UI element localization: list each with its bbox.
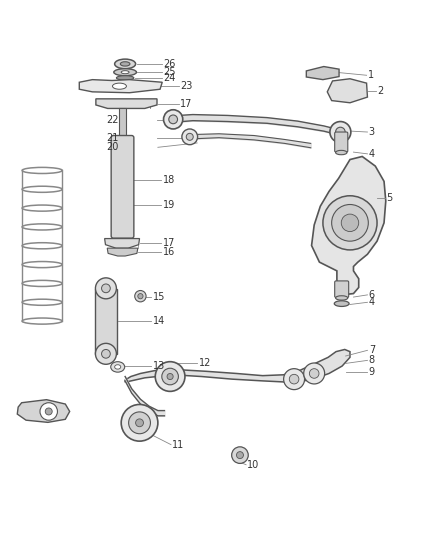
Ellipse shape [113, 83, 127, 89]
Text: 17: 17 [180, 99, 193, 109]
Circle shape [162, 368, 178, 385]
Circle shape [332, 205, 368, 241]
Text: 18: 18 [162, 175, 175, 185]
Polygon shape [125, 350, 350, 382]
Circle shape [182, 129, 198, 144]
Text: 3: 3 [369, 127, 375, 137]
Text: 10: 10 [247, 460, 260, 470]
FancyBboxPatch shape [111, 135, 134, 238]
Text: 2: 2 [378, 85, 384, 95]
Text: 21: 21 [106, 133, 119, 143]
Ellipse shape [336, 296, 348, 300]
Circle shape [186, 133, 193, 140]
Text: 7: 7 [369, 345, 375, 356]
Circle shape [138, 294, 143, 299]
FancyBboxPatch shape [335, 281, 349, 297]
Polygon shape [107, 248, 138, 256]
Polygon shape [306, 67, 339, 79]
Text: 17: 17 [162, 238, 175, 248]
Circle shape [40, 403, 57, 420]
Polygon shape [96, 99, 157, 108]
Circle shape [136, 419, 144, 427]
Circle shape [95, 343, 117, 364]
Text: 23: 23 [180, 80, 193, 91]
Text: 16: 16 [162, 247, 175, 257]
Circle shape [323, 196, 377, 250]
Text: 4: 4 [369, 297, 375, 308]
Circle shape [121, 405, 158, 441]
Polygon shape [327, 79, 367, 103]
Circle shape [289, 374, 299, 384]
Text: 9: 9 [369, 367, 375, 377]
Text: 20: 20 [106, 142, 119, 152]
Text: 25: 25 [163, 67, 176, 77]
Text: 19: 19 [162, 200, 175, 211]
Polygon shape [17, 400, 70, 422]
Circle shape [102, 284, 110, 293]
Text: 8: 8 [369, 356, 375, 365]
Ellipse shape [115, 59, 136, 69]
Text: 12: 12 [198, 358, 211, 368]
Polygon shape [79, 79, 162, 93]
Circle shape [304, 363, 325, 384]
Text: 26: 26 [163, 59, 176, 69]
Circle shape [95, 278, 117, 299]
Circle shape [330, 122, 351, 142]
Text: 5: 5 [386, 192, 392, 203]
Text: 1: 1 [368, 70, 374, 80]
Circle shape [167, 374, 173, 379]
Circle shape [102, 350, 110, 358]
Circle shape [169, 115, 177, 124]
Bar [120, 108, 126, 140]
Circle shape [129, 412, 150, 434]
Text: 6: 6 [369, 290, 375, 300]
Circle shape [135, 290, 146, 302]
Text: 24: 24 [163, 73, 176, 83]
Ellipse shape [115, 365, 121, 369]
Ellipse shape [117, 76, 134, 80]
Ellipse shape [121, 71, 129, 74]
Ellipse shape [111, 362, 125, 372]
Text: 4: 4 [369, 149, 375, 159]
Polygon shape [311, 157, 386, 294]
Circle shape [309, 369, 319, 378]
Circle shape [155, 362, 185, 391]
Polygon shape [105, 239, 140, 248]
Ellipse shape [120, 62, 130, 66]
Text: 11: 11 [172, 440, 184, 450]
Text: 15: 15 [152, 292, 165, 302]
Ellipse shape [336, 150, 347, 155]
Circle shape [341, 214, 359, 231]
Ellipse shape [334, 301, 349, 306]
Circle shape [237, 451, 244, 458]
Circle shape [232, 447, 248, 463]
Ellipse shape [114, 69, 137, 76]
Text: 13: 13 [152, 361, 165, 371]
Circle shape [45, 408, 52, 415]
Circle shape [336, 127, 345, 137]
Bar [95, 289, 117, 354]
Text: 14: 14 [152, 316, 165, 326]
Circle shape [284, 369, 304, 390]
Circle shape [163, 110, 183, 129]
FancyBboxPatch shape [335, 132, 348, 152]
Text: 22: 22 [106, 115, 119, 125]
